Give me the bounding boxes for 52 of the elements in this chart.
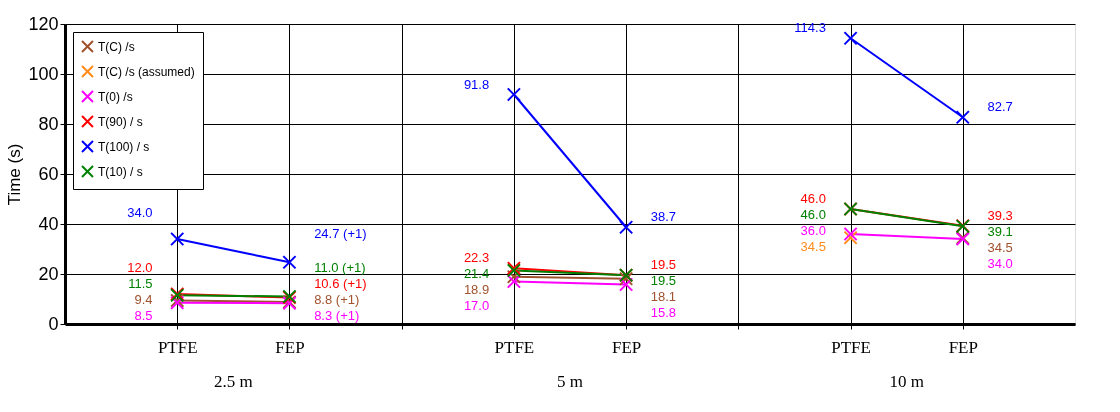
data-label: 17.0	[463, 298, 490, 314]
data-label: 24.7 (+1)	[314, 225, 367, 241]
data-label: 46.0	[800, 191, 826, 206]
data-label: 12.0	[127, 260, 153, 275]
x-tick-label: PTFE	[494, 337, 535, 357]
data-label: 8.8 (+1)	[314, 292, 360, 307]
data-label: 11.0 (+1)	[314, 260, 366, 275]
data-label: 36.0	[800, 223, 826, 238]
data-label: 34.5	[800, 239, 826, 254]
data-label: 19.5	[650, 257, 677, 273]
data-label: 9.4	[134, 292, 153, 307]
legend-label: T(C) /s (assumed)	[98, 64, 195, 79]
data-label: 34.5	[987, 239, 1013, 255]
data-label: 34.0	[987, 255, 1013, 271]
legend-label: T(0) /s	[98, 89, 133, 104]
data-label: 114.3	[794, 20, 826, 36]
y-tick-label: 40	[38, 213, 59, 234]
y-tick-label: 120	[28, 13, 59, 34]
data-label: 18.9	[463, 282, 490, 298]
text: 5 m	[557, 372, 583, 391]
data-label: 22.3	[463, 250, 490, 266]
data-label: 34.0	[127, 205, 153, 220]
data-label: 19.5	[650, 273, 677, 289]
data-label: 82.7	[987, 99, 1013, 115]
data-label: 39.1	[987, 223, 1013, 239]
data-label: 10.6 (+1)	[314, 276, 367, 291]
y-tick-label: 20	[38, 263, 59, 284]
y-tick-label: 100	[28, 63, 59, 84]
x-tick-label: FEP	[611, 337, 642, 357]
y-tick-label: 60	[38, 163, 59, 184]
data-label: 15.8	[650, 305, 677, 321]
data-label: 91.8	[463, 76, 490, 92]
x-tick-label: PTFE	[831, 337, 871, 357]
data-label: 39.3	[987, 207, 1013, 223]
legend-label: T(C) /s	[98, 39, 135, 54]
x-tick-label: PTFE	[157, 337, 198, 357]
x-tick-label: FEP	[948, 337, 978, 357]
data-label: 18.1	[650, 289, 677, 305]
y-axis-title: Time (s)	[5, 143, 25, 206]
legend-label: T(10) / s	[98, 164, 143, 179]
data-label: 46.0	[800, 207, 826, 222]
data-label: 11.5	[128, 276, 153, 291]
legend-label: T(100) / s	[98, 139, 150, 154]
text: 10 m	[889, 372, 924, 391]
data-label: 8.5	[134, 308, 153, 323]
data-label: 8.3 (+1)	[314, 308, 360, 323]
y-tick-label: 80	[38, 113, 59, 134]
text: 2.5 m	[213, 372, 253, 391]
data-label: 38.7	[650, 209, 677, 225]
legend-label: T(90) / s	[98, 114, 143, 129]
x-tick-label: FEP	[275, 337, 305, 357]
y-tick-label: 0	[48, 313, 59, 334]
